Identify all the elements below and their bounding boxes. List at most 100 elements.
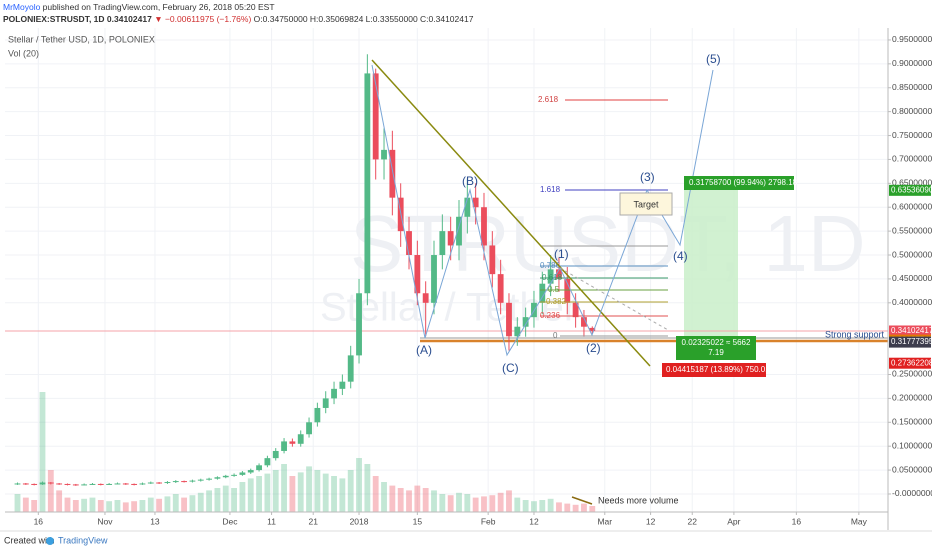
volume-bar xyxy=(506,490,512,512)
candle-body xyxy=(456,216,462,246)
volume-bar xyxy=(39,392,46,512)
candle-body xyxy=(506,302,512,337)
volume-bar xyxy=(489,495,496,512)
volume-bar xyxy=(322,473,329,512)
candle-body xyxy=(239,472,246,475)
candle-body xyxy=(47,482,54,484)
candle-body xyxy=(564,278,571,303)
fib-label: 0.382 xyxy=(546,297,567,306)
wave-label: (5) xyxy=(706,52,721,66)
volume-bar xyxy=(164,496,171,512)
volume-bar xyxy=(372,476,379,512)
candle-body xyxy=(189,480,196,482)
candle-body xyxy=(322,398,329,408)
volume-bar xyxy=(397,488,404,512)
candle-body xyxy=(447,231,454,246)
candle-body xyxy=(164,482,171,484)
candle-body xyxy=(306,422,312,435)
volume-bar xyxy=(81,498,88,512)
candle-body xyxy=(31,483,38,485)
volume-bar xyxy=(181,497,188,512)
volume-bar xyxy=(247,478,254,512)
volume-bar xyxy=(239,482,246,512)
fib-label: 0.618 xyxy=(542,273,563,282)
header-line: MrMoyolo published on TradingView.com, F… xyxy=(3,2,275,12)
fib-label: 0.786 xyxy=(540,261,561,270)
fib-levels: 2.618 1.618 0.786 0.618 0.5 0.382 0.236 … xyxy=(538,95,668,340)
volume-bar xyxy=(131,501,138,512)
volume-bar xyxy=(72,500,79,512)
volume-bar xyxy=(464,494,471,512)
volume-bar xyxy=(189,495,196,512)
ohlc: O:0.34750000 H:0.35069824 L:0.33550000 C… xyxy=(254,14,474,24)
candle-body xyxy=(139,483,146,485)
volume-bar xyxy=(264,473,271,512)
ratio-label-bg xyxy=(676,336,756,360)
candle-body xyxy=(481,207,487,246)
volume-bar xyxy=(14,494,21,512)
volume-bar xyxy=(381,482,387,512)
wave-label: (3) xyxy=(640,170,655,184)
candle-body xyxy=(214,477,221,479)
candle-body xyxy=(314,407,321,423)
wave-label: (4) xyxy=(673,249,688,263)
volume-bar xyxy=(347,470,354,512)
profit-label-bg xyxy=(684,176,794,190)
x-tick-label: 15 xyxy=(413,516,423,526)
x-tick-label: Feb xyxy=(481,516,496,526)
volume-bar xyxy=(56,490,63,512)
footer-brand: TradingView xyxy=(58,535,108,545)
author: MrMoyolo xyxy=(3,2,41,12)
candle-body xyxy=(522,317,529,327)
volume-bar xyxy=(306,466,312,512)
x-tick-label: Dec xyxy=(222,516,238,526)
trend-line xyxy=(371,59,651,367)
volume-bar xyxy=(431,490,437,512)
candle-body xyxy=(222,475,229,478)
candle-body xyxy=(247,470,254,473)
candle-body xyxy=(89,483,96,485)
target-box xyxy=(619,192,673,216)
profit-zone xyxy=(684,190,738,340)
volume-bar xyxy=(564,503,571,512)
x-tick-label: 16 xyxy=(34,516,44,526)
volume-bar xyxy=(406,490,412,512)
volume-bar xyxy=(522,500,529,512)
footer-created: Created with xyxy=(4,535,55,545)
volume-bar xyxy=(547,498,554,512)
candle-body xyxy=(347,355,354,382)
x-tick-label: 13 xyxy=(150,516,160,526)
wave-label: (2) xyxy=(586,341,601,355)
candle-layer xyxy=(14,54,596,486)
volume-bar xyxy=(281,464,287,512)
volume-bar xyxy=(122,502,129,512)
candle-body xyxy=(389,149,396,198)
x-tick-label: May xyxy=(851,516,868,526)
loss-label: 0.04415187 (13.89%) 750.01 xyxy=(666,365,770,374)
candle-body xyxy=(581,317,587,327)
volume-bar xyxy=(389,485,396,512)
volume-bar xyxy=(481,496,487,512)
price-tag-label: 0.31777395 xyxy=(891,337,932,346)
volume-bar xyxy=(439,494,446,512)
volume-bar xyxy=(197,492,204,512)
volume-bar xyxy=(456,492,462,512)
fib-label: 1.618 xyxy=(540,185,561,194)
x-tick-label: 22 xyxy=(688,516,698,526)
profit-label: 0.31758700 (99.94%) 2798.18 xyxy=(689,178,798,187)
volume-bar xyxy=(364,464,371,512)
candle-body xyxy=(489,245,496,275)
candle-body xyxy=(572,302,579,318)
fib-label: 0.236 xyxy=(540,311,561,320)
symbol: POLONIEX:STRUSDT, 1D 0.34102417 xyxy=(3,14,152,24)
price-tag-label: 0.34102417 xyxy=(891,326,932,335)
candle-body xyxy=(256,465,262,471)
x-tick-label: 12 xyxy=(646,516,656,526)
volume-bar xyxy=(22,497,29,512)
price-tag xyxy=(889,336,931,348)
